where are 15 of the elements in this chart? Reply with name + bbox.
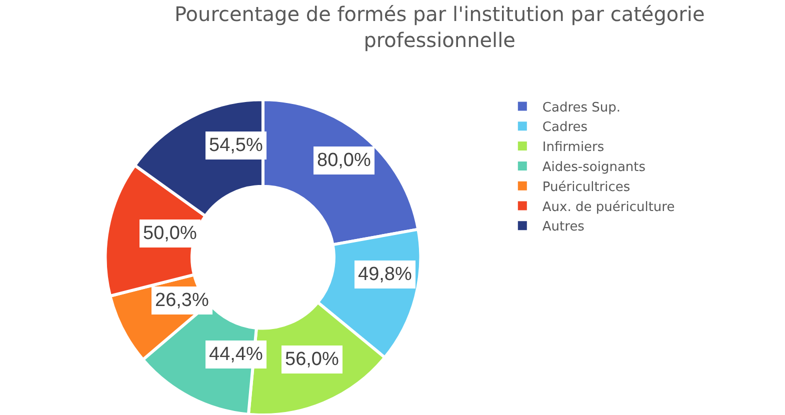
data-label: 49,8% (358, 264, 412, 285)
data-label: 80,0% (317, 150, 371, 171)
chart-title: Pourcentage de formés par l'institution par catégorie professionnelle (174, 2, 705, 52)
legend-label: Aux. de puériculture (542, 200, 675, 215)
legend-label: Puéricultrices (542, 180, 630, 195)
legend-label: Aides-soignants (542, 160, 646, 176)
legend-label: Cadres (542, 120, 588, 136)
data-label: 50,0% (143, 223, 197, 244)
data-label: 44,4% (209, 344, 263, 365)
data-label: 26,3% (155, 290, 209, 311)
data-label: 54,5% (209, 135, 263, 156)
legend-label: Cadres Sup. (542, 100, 621, 116)
data-label: 56,0% (285, 349, 339, 370)
legend-label: Infirmiers (542, 140, 604, 156)
legend-label: Autres (542, 220, 585, 235)
